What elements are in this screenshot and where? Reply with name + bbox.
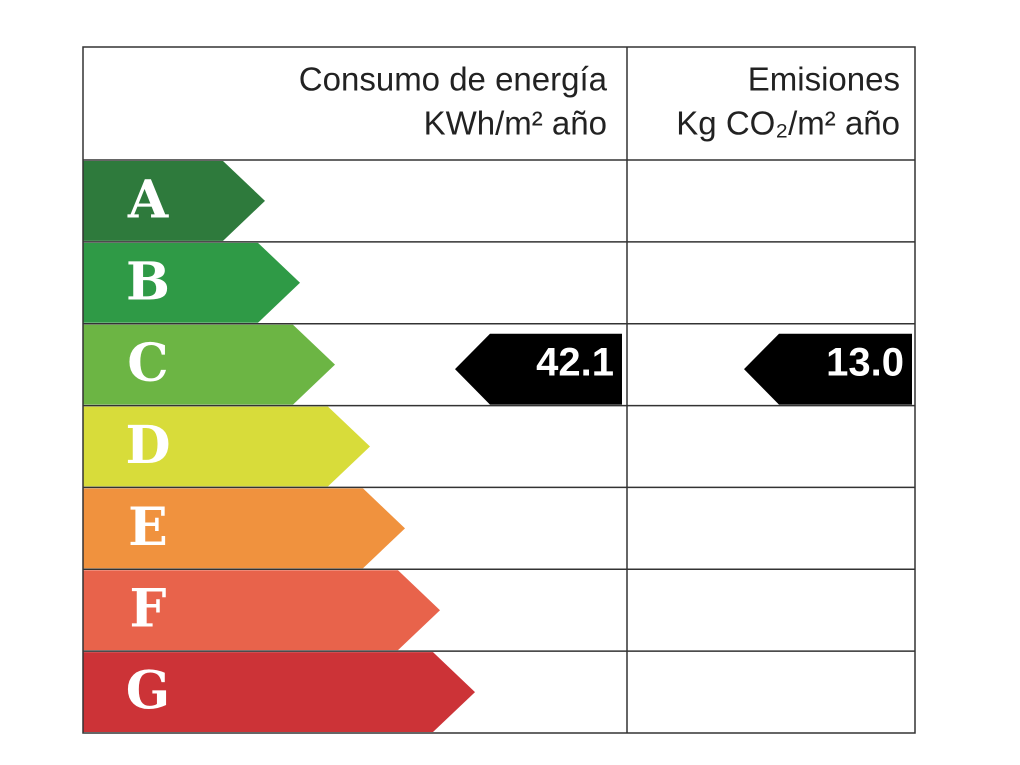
- rating-arrow: [83, 488, 405, 569]
- rating-arrow: [83, 570, 440, 651]
- indicator-value: 13.0: [826, 341, 904, 385]
- rating-letter: G: [126, 661, 170, 722]
- rating-arrow: [83, 406, 370, 487]
- indicator-arrow: [744, 333, 912, 405]
- consumption-unit: KWh/m² año: [424, 105, 607, 142]
- rating-letter: C: [127, 333, 168, 394]
- rating-arrow: [83, 324, 335, 405]
- rating-letter: E: [128, 497, 168, 558]
- emissions-title: Emisiones: [748, 61, 900, 98]
- rating-letter: A: [127, 169, 169, 230]
- rating-arrow: [83, 242, 300, 323]
- consumption-title: Consumo de energía: [299, 61, 608, 98]
- rating-arrow: [83, 161, 265, 241]
- table-border: [82, 46, 916, 734]
- rating-arrow: [83, 652, 475, 732]
- rating-letter: D: [125, 415, 170, 476]
- indicator-arrow: [455, 333, 622, 405]
- rating-letter: F: [130, 579, 167, 640]
- indicator-value: 42.1: [536, 341, 614, 385]
- emissions-unit: Kg CO₂/m² año: [676, 105, 900, 142]
- rating-letter: B: [126, 251, 170, 312]
